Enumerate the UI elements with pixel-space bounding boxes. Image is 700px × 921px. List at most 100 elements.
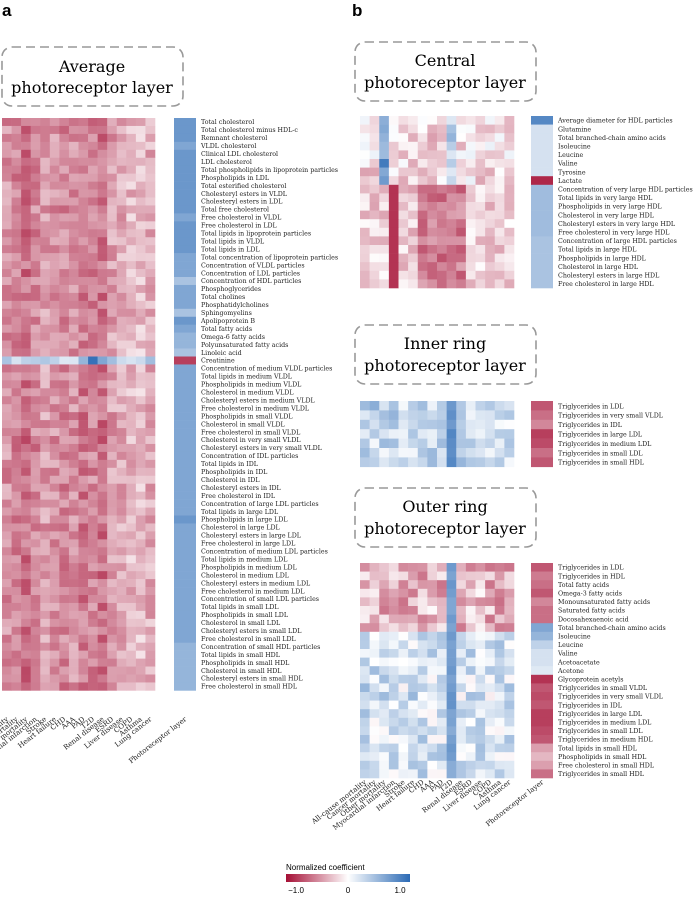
heatmap-cell <box>379 631 390 641</box>
heatmap-cell <box>446 227 457 237</box>
row-label: Total phospholipids in lipoprotein parti… <box>201 167 338 174</box>
heatmap-cell <box>388 176 399 186</box>
heatmap-cell <box>417 735 428 744</box>
heatmap-cell <box>504 717 515 727</box>
heatmap-cell <box>30 499 41 508</box>
heatmap-cell <box>369 159 380 168</box>
heatmap-cell <box>126 372 137 381</box>
heatmap-cell <box>40 221 51 230</box>
heatmap-cell <box>446 176 457 186</box>
heatmap-cell <box>465 167 476 177</box>
heatmap-cell <box>360 457 370 468</box>
heatmap-cell <box>485 457 496 468</box>
heatmap-cell <box>2 118 12 127</box>
heatmap-cell <box>97 602 108 612</box>
heatmap-cell <box>360 692 370 701</box>
heatmap-cell <box>427 133 438 143</box>
heatmap-cell <box>2 547 12 556</box>
heatmap-cell <box>126 125 137 135</box>
heatmap-cell <box>88 626 98 636</box>
row-label: Apolipoprotein B <box>200 318 255 325</box>
heatmap-cell <box>360 116 370 125</box>
heatmap-cell <box>2 571 12 580</box>
heatmap-cell <box>40 372 51 381</box>
heatmap-cell <box>116 443 127 453</box>
heatmap-cell <box>68 626 79 636</box>
heatmap-cell <box>2 340 12 349</box>
heatmap-cell <box>11 626 22 636</box>
heatmap-cell <box>388 202 399 211</box>
heatmap-cell <box>388 448 399 458</box>
heatmap-cell <box>107 133 118 143</box>
heatmap-cell <box>408 597 419 607</box>
photoreceptor-cell <box>174 491 196 500</box>
heatmap-cell <box>59 547 70 556</box>
heatmap-cell <box>408 193 419 203</box>
row-label: Phosphoglycerides <box>201 286 261 293</box>
heatmap-cell <box>40 300 51 310</box>
heatmap-cell <box>427 580 438 590</box>
heatmap-cell <box>30 245 41 254</box>
heatmap-cell <box>465 429 476 439</box>
heatmap-cell <box>40 125 51 135</box>
heatmap-cell <box>417 571 428 581</box>
heatmap-cell <box>437 193 447 203</box>
heatmap-cell <box>494 150 505 160</box>
heatmap-cell <box>437 760 447 770</box>
heatmap-cell <box>107 531 118 540</box>
heatmap-cell <box>360 141 370 151</box>
heatmap-cell <box>11 141 22 151</box>
heatmap-cell <box>49 173 60 182</box>
heatmap-cell <box>21 292 31 302</box>
heatmap-cell <box>408 116 419 125</box>
heatmap-cell <box>68 579 79 588</box>
heatmap-cell <box>49 125 60 135</box>
heatmap-cell <box>135 165 146 174</box>
heatmap-cell <box>360 709 370 719</box>
heatmap-cell <box>427 245 438 254</box>
heatmap-cell <box>475 150 486 160</box>
title-outer-line1: Outer ring <box>402 497 487 516</box>
heatmap-cell <box>68 388 79 397</box>
photoreceptor-cell <box>531 124 553 134</box>
heatmap-cell <box>504 193 515 203</box>
photoreceptor-cell <box>174 420 196 429</box>
heatmap-cell <box>485 245 496 254</box>
heatmap-cell <box>145 682 156 691</box>
heatmap-cell <box>398 606 409 615</box>
heatmap-cell <box>126 563 137 572</box>
photoreceptor-cell <box>531 167 553 177</box>
heatmap-cell <box>68 300 79 310</box>
heatmap-cell <box>145 475 156 484</box>
row-label: Acetoacetate <box>557 659 600 666</box>
heatmap-cell <box>21 658 31 667</box>
heatmap-cell <box>437 116 447 125</box>
heatmap-cell <box>126 348 137 357</box>
heatmap-cell <box>59 348 70 357</box>
heatmap-cell <box>97 595 108 604</box>
heatmap-cell <box>475 700 486 710</box>
heatmap-cell <box>2 539 12 548</box>
heatmap-cell <box>59 197 70 206</box>
heatmap-cell <box>30 428 41 437</box>
heatmap-cell <box>504 116 515 125</box>
heatmap-cell <box>11 380 22 389</box>
heatmap-cell <box>408 176 419 186</box>
heatmap-cell <box>437 448 447 458</box>
heatmap-cell <box>417 202 428 211</box>
heatmap-cell <box>30 595 41 604</box>
heatmap-cell <box>398 419 409 430</box>
heatmap-cell <box>116 149 127 159</box>
photoreceptor-cell <box>174 555 196 564</box>
heatmap-cell <box>494 116 505 125</box>
heatmap-cell <box>78 579 89 588</box>
heatmap-cell <box>465 717 476 727</box>
heatmap-cell <box>398 769 409 779</box>
heatmap-cell <box>145 364 156 373</box>
heatmap-cell <box>49 316 60 325</box>
heatmap-cell <box>360 219 370 229</box>
heatmap-cell <box>78 499 89 508</box>
heatmap-cell <box>49 388 60 397</box>
heatmap-cell <box>504 640 515 650</box>
